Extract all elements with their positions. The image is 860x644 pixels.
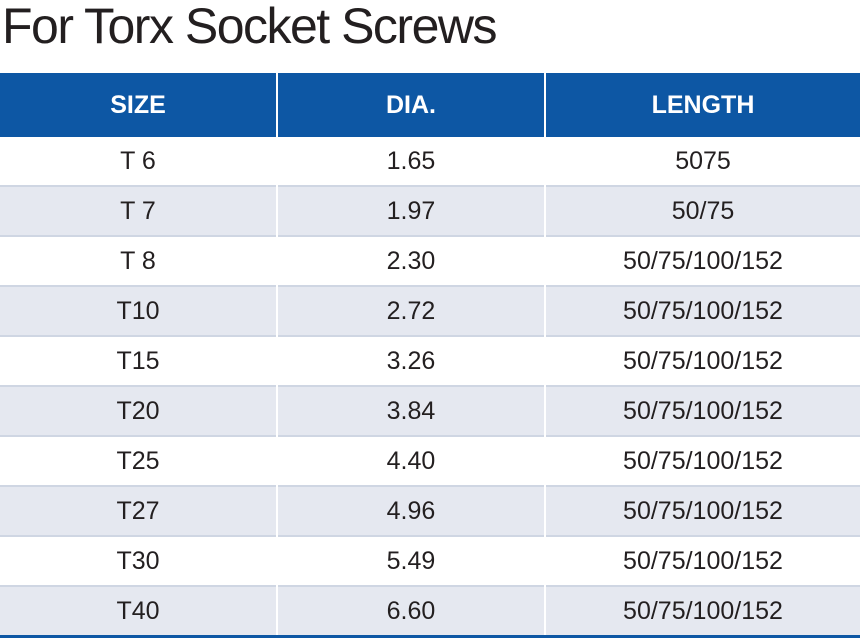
header-size: SIZE — [0, 73, 277, 137]
table-row: T25 4.40 50/75/100/152 — [0, 435, 860, 486]
cell-size: T25 — [0, 435, 277, 486]
cell-diameter: 3.84 — [276, 385, 545, 436]
table-row: T15 3.26 50/75/100/152 — [0, 335, 860, 386]
cell-length: 50/75/100/152 — [544, 385, 860, 436]
table-row: T10 2.72 50/75/100/152 — [0, 285, 860, 336]
table-row: T30 5.49 50/75/100/152 — [0, 535, 860, 586]
cell-diameter: 5.49 — [276, 535, 545, 586]
cell-size: T 7 — [0, 185, 277, 236]
header-length: LENGTH — [544, 73, 860, 137]
cell-length: 50/75 — [544, 185, 860, 236]
cell-diameter: 6.60 — [276, 585, 545, 638]
cell-length: 50/75/100/152 — [544, 285, 860, 336]
table-row: T 6 1.65 5075 — [0, 137, 860, 186]
table-row: T20 3.84 50/75/100/152 — [0, 385, 860, 436]
cell-length: 5075 — [544, 137, 860, 186]
cell-size: T 6 — [120, 146, 156, 175]
cell-length: 50/75/100/152 — [544, 435, 860, 486]
cell-diameter: 4.96 — [276, 485, 545, 536]
cell-size: T15 — [0, 335, 277, 386]
cell-size: T 8 — [0, 235, 277, 286]
cell-diameter: 4.40 — [276, 435, 545, 486]
cell-length: 50/75/100/152 — [544, 585, 860, 638]
cell-size: T20 — [0, 385, 277, 436]
page-title: For Torx Socket Screws — [2, 0, 498, 54]
spec-table: SIZE DIA. LENGTH T 6 1.65 5075 T 7 1.97 … — [0, 73, 860, 638]
table-header: SIZE DIA. LENGTH — [0, 73, 860, 137]
cell-length: 50/75/100/152 — [544, 535, 860, 586]
cell-length: 50/75/100/152 — [544, 335, 860, 386]
cell-diameter: 1.97 — [276, 185, 545, 236]
cell-size: T27 — [0, 485, 277, 536]
cell-size: T40 — [0, 585, 277, 638]
cell-size: T30 — [0, 535, 277, 586]
cell-diameter: 2.30 — [276, 235, 545, 286]
header-diameter: DIA. — [276, 73, 545, 137]
cell-length: 50/75/100/152 — [544, 485, 860, 536]
table-row: T 8 2.30 50/75/100/152 — [0, 235, 860, 286]
cell-size: T10 — [0, 285, 277, 336]
cell-diameter: 3.26 — [276, 335, 545, 386]
table-row: T 7 1.97 50/75 — [0, 185, 860, 236]
cell-diameter: 2.72 — [276, 285, 545, 336]
header-row: SIZE DIA. LENGTH — [0, 73, 860, 137]
table-row: T27 4.96 50/75/100/152 — [0, 485, 860, 536]
table-row: T40 6.60 50/75/100/152 — [0, 585, 860, 638]
cell-length: 50/75/100/152 — [544, 235, 860, 286]
table-body: T 6 1.65 5075 T 7 1.97 50/75 T 8 2.30 50… — [0, 137, 860, 638]
cell-diameter: 1.65 — [276, 137, 545, 186]
